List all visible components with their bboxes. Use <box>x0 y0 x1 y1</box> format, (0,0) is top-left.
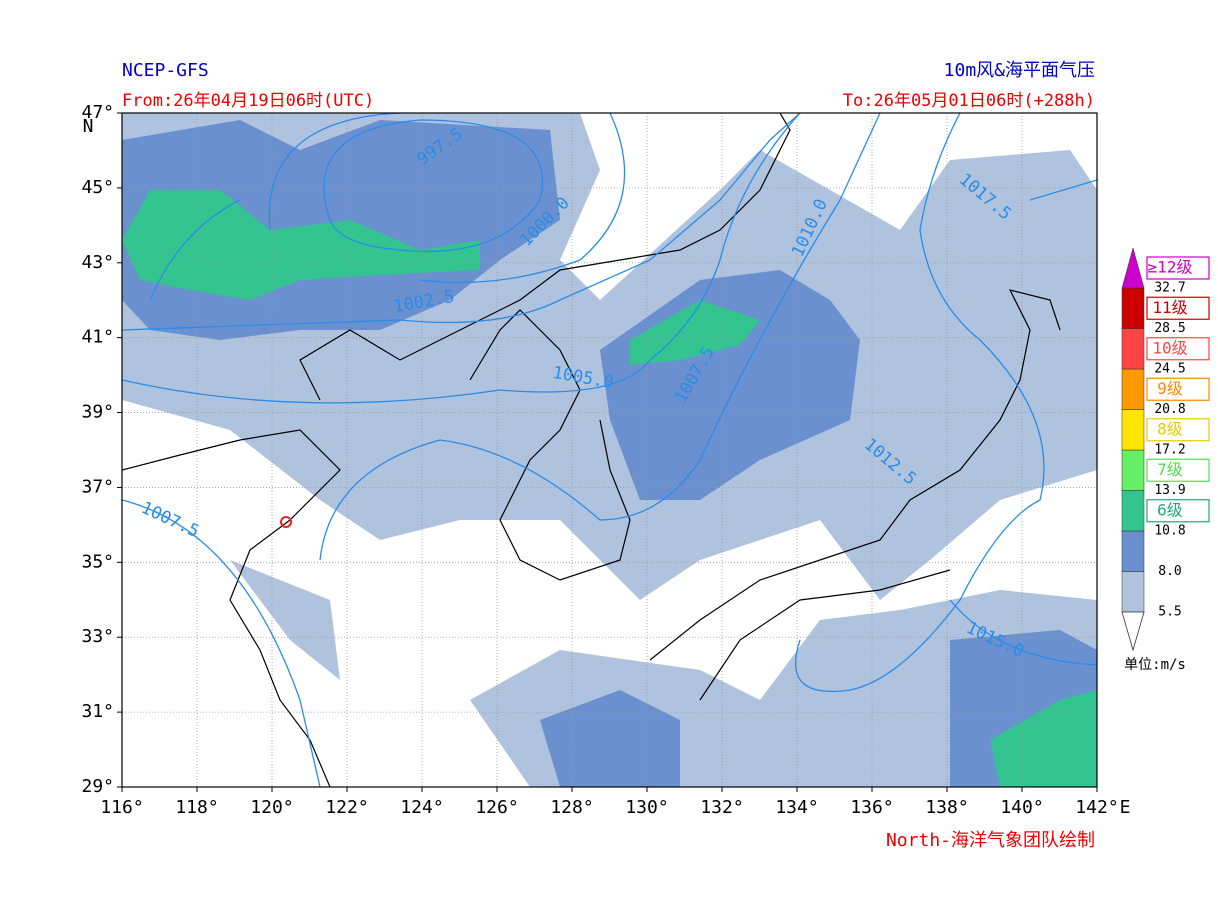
from-time: From:26年04月19日06时(UTC) <box>122 91 374 111</box>
shading <box>122 113 1097 787</box>
color-box <box>1121 287 1145 329</box>
class-label: 11级 <box>1152 298 1187 317</box>
x-tick-label: 140° <box>1000 797 1043 818</box>
color-box <box>1121 409 1145 451</box>
unit-label: 单位:m/s <box>1124 657 1186 673</box>
x-unit: E <box>1120 797 1131 818</box>
y-tick-label: 31° <box>81 701 114 722</box>
coastline <box>469 309 631 581</box>
x-tick-label: 120° <box>250 797 293 818</box>
y-tick-label: 43° <box>81 252 114 273</box>
y-unit: N <box>83 116 94 137</box>
isobar <box>323 119 544 253</box>
isobar <box>122 113 801 404</box>
class-box <box>1146 256 1210 280</box>
color-extend <box>1121 247 1145 289</box>
isobar <box>795 113 1045 692</box>
class-box <box>1146 458 1210 482</box>
credit: North-海洋气象团队绘制 <box>886 830 1095 851</box>
level-label: 10.8 <box>1154 524 1185 539</box>
level-label: 24.5 <box>1154 362 1185 377</box>
to-time: To:26年05月01日06时(+288h) <box>843 91 1095 111</box>
class-box <box>1146 337 1210 361</box>
class-label: 10级 <box>1152 338 1187 357</box>
isobar <box>949 179 1097 666</box>
x-tick-label: 124° <box>400 797 443 818</box>
class-box <box>1146 296 1210 320</box>
level-label: 28.5 <box>1154 321 1185 336</box>
class-label: 7级 <box>1157 460 1183 479</box>
map-frame <box>121 112 1098 788</box>
y-tick-label: 41° <box>81 327 114 348</box>
class-box <box>1146 418 1210 442</box>
color-box <box>1121 571 1145 613</box>
y-tick-label: 45° <box>81 177 114 198</box>
contour-label: 1007.5 <box>138 498 202 542</box>
coastlines <box>122 113 1061 787</box>
color-box <box>1121 328 1145 370</box>
color-box <box>1121 368 1145 410</box>
wind-shade <box>230 560 340 680</box>
wind-shade <box>540 630 1097 787</box>
coastline <box>299 113 791 401</box>
level-label: 20.8 <box>1154 402 1185 417</box>
level-label: 8.0 <box>1158 564 1181 579</box>
x-tick-label: 130° <box>625 797 668 818</box>
coastline <box>122 429 341 787</box>
isobars <box>122 113 1097 787</box>
x-tick-label: 136° <box>850 797 893 818</box>
location-marker <box>280 516 292 528</box>
y-tick-label: 37° <box>81 476 114 497</box>
level-label: 17.2 <box>1154 443 1185 458</box>
color-box <box>1121 530 1145 572</box>
y-tick-label: 33° <box>81 626 114 647</box>
x-tick-label: 142° <box>1075 797 1118 818</box>
class-label: 8级 <box>1157 419 1183 438</box>
x-tick-label: 122° <box>325 797 368 818</box>
class-label: 6级 <box>1157 500 1183 519</box>
color-box <box>1121 490 1145 532</box>
product: 10m风&海平面气压 <box>944 60 1095 81</box>
isobar <box>122 113 801 331</box>
isobar <box>268 113 626 284</box>
level-label: 32.7 <box>1154 281 1185 296</box>
color-extend-low <box>1121 611 1145 652</box>
level-label: 13.9 <box>1154 483 1185 498</box>
x-tick-label: 118° <box>175 797 218 818</box>
y-tick-label: 35° <box>81 551 114 572</box>
y-tick-label: 39° <box>81 402 114 423</box>
class-box <box>1146 377 1210 401</box>
x-tick-label: 132° <box>700 797 743 818</box>
x-tick-label: 134° <box>775 797 818 818</box>
x-tick-label: 128° <box>550 797 593 818</box>
level-label: 5.5 <box>1158 605 1181 620</box>
wind-shade <box>630 300 1097 787</box>
class-label: 9级 <box>1157 379 1183 398</box>
color-box <box>1121 449 1145 491</box>
colorbar: 5.5 8.0 10.8 13.9 17.2 20.8 24.5 28.5 32.7 6级 7级 8级… <box>1121 247 1210 652</box>
class-label: ≥12级 <box>1148 258 1193 277</box>
class-box <box>1146 499 1210 523</box>
x-tick-label: 138° <box>925 797 968 818</box>
coastline <box>649 289 1061 701</box>
y-tick-label: 29° <box>81 776 114 797</box>
x-tick-label: 116° <box>100 797 143 818</box>
source: NCEP-GFS <box>122 60 209 81</box>
isobar <box>122 113 881 787</box>
x-tick-label: 126° <box>475 797 518 818</box>
y-tick-label: 47° <box>81 102 114 123</box>
